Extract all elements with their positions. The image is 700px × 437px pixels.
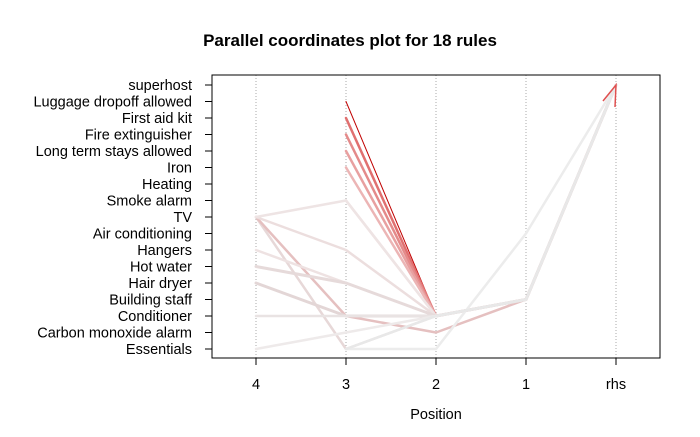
x-axis-label: Position — [410, 407, 462, 423]
rule-line-13 — [254, 83, 618, 318]
y-tick-label: Fire extinguisher — [85, 128, 192, 144]
y-tick-label: Carbon monoxide alarm — [37, 326, 192, 342]
rule-line-6 — [435, 84, 617, 317]
x-tick-label: 4 — [252, 377, 260, 393]
rule-line-18 — [344, 83, 618, 351]
y-tick-label: Essentials — [126, 342, 192, 358]
y-tick-label: Hot water — [130, 260, 192, 276]
rhs-arrowhead — [602, 82, 617, 108]
rule-line-15 — [344, 83, 618, 351]
y-tick-label: Long term stays allowed — [36, 144, 192, 160]
y-tick-label: Conditioner — [118, 309, 192, 325]
rule-line-10 — [254, 83, 618, 318]
rule-line-3 — [344, 83, 618, 318]
rule-line-11 — [254, 83, 618, 318]
y-tick-label: First aid kit — [122, 111, 192, 127]
x-tick-label: 2 — [432, 377, 440, 393]
rule-line-7 — [344, 83, 618, 318]
y-tick-label: Iron — [167, 161, 192, 177]
chart-title: Parallel coordinates plot for 18 rules — [203, 31, 497, 50]
rule-line-2 — [344, 83, 618, 318]
y-tick-label: Smoke alarm — [107, 194, 192, 210]
rule-line-5 — [344, 83, 618, 318]
rule-line-12 — [254, 83, 618, 318]
rule-lines — [254, 83, 618, 351]
y-tick-label: superhost — [128, 78, 192, 94]
x-axis: 4 3 2 1 rhs — [252, 358, 626, 393]
x-tick-label: 1 — [522, 377, 530, 393]
rule-line-14 — [254, 83, 618, 318]
y-tick-label: TV — [173, 210, 192, 226]
rule-line-16 — [254, 83, 618, 318]
y-tick-label: Hair dryer — [128, 276, 192, 292]
y-tick-label: Air conditioning — [93, 227, 192, 243]
y-tick-label: Luggage dropoff allowed — [33, 95, 192, 111]
x-tick-label: rhs — [606, 377, 626, 393]
x-tick-label: 3 — [342, 377, 350, 393]
rule-line-1 — [345, 84, 617, 317]
arrowhead — [602, 82, 617, 108]
y-tick-label: Building staff — [109, 293, 193, 309]
y-tick-label: Hangers — [137, 243, 192, 259]
rule-line-4 — [344, 83, 618, 318]
y-tick-label: Heating — [142, 177, 192, 193]
